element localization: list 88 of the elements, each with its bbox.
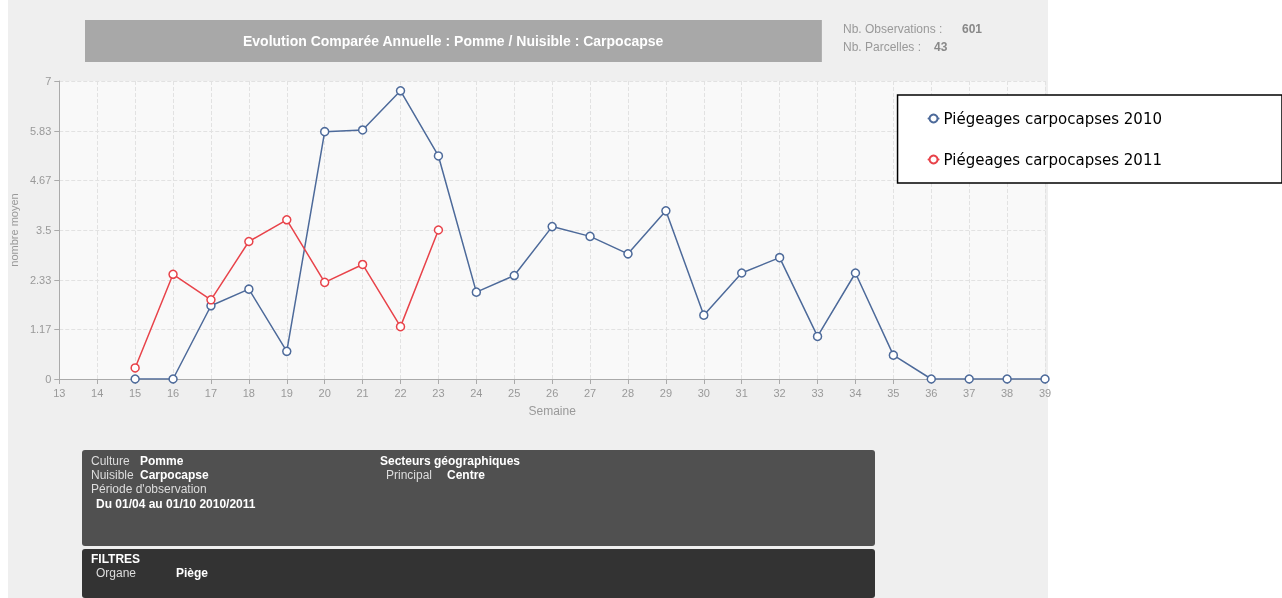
y-tick-label: 2.33 [29, 273, 52, 286]
point [433, 225, 444, 235]
text: 601 [962, 22, 983, 36]
y-tick-label: 5.83 [29, 124, 52, 137]
text: Nb. Observations : [843, 22, 943, 36]
point [736, 268, 747, 278]
x-tick-label: 22 [394, 386, 407, 399]
text: Nb. Parcelles : [843, 40, 922, 54]
x-tick-label: 20 [318, 386, 331, 399]
y-axis-title: nombre moyen [7, 193, 20, 267]
x-tick-label: 21 [356, 386, 369, 399]
point [395, 321, 406, 332]
point [433, 151, 444, 161]
legend-label: Piégeages carpocapses 2010 [943, 109, 1162, 128]
point [282, 346, 292, 357]
point [661, 206, 671, 216]
point [774, 252, 785, 263]
point [244, 236, 254, 247]
y-tick-label: 0 [45, 373, 52, 385]
point [471, 287, 482, 297]
point [168, 374, 178, 384]
x-tick-label: 36 [925, 386, 938, 399]
point [244, 284, 254, 294]
point [1040, 374, 1050, 384]
point [282, 215, 292, 225]
x-axis-title: Semaine [528, 404, 577, 418]
x-tick-label: 30 [697, 386, 710, 399]
chart-title: Evolution Comparée Annuelle : Pomme / Nuisible : Carpocapse [243, 33, 664, 49]
x-tick-label: 34 [849, 386, 862, 399]
x-tick-label: 37 [963, 386, 976, 399]
text: 43 [934, 40, 948, 54]
x-tick-label: 14 [91, 386, 104, 399]
x-tick-label: 16 [166, 386, 180, 399]
point [812, 331, 823, 342]
x-tick-label: 23 [432, 386, 445, 399]
point [319, 277, 330, 288]
point [357, 125, 368, 135]
x-tick-label: 18 [242, 386, 255, 399]
point [509, 270, 519, 281]
point [623, 249, 633, 259]
x-tick-label: 13 [53, 386, 66, 399]
x-tick-label: 35 [887, 386, 900, 399]
point [395, 86, 406, 96]
text: Centre [447, 468, 486, 482]
x-tick-label: 31 [735, 386, 748, 399]
text: Nuisible [91, 468, 134, 482]
point [585, 231, 595, 242]
x-tick-label: 33 [811, 386, 824, 399]
point [850, 268, 861, 278]
text: Piège [176, 566, 209, 580]
x-tick-label: 19 [280, 386, 293, 399]
text: Culture [91, 454, 130, 468]
x-tick-label: 26 [546, 386, 559, 399]
legend-label: Piégeages carpocapses 2011 [943, 150, 1162, 169]
x-tick-label: 29 [659, 386, 673, 399]
point [699, 310, 709, 320]
text: FILTRES [91, 552, 141, 566]
text: Période d'observation [91, 482, 207, 496]
y-tick-label: 7 [45, 75, 52, 87]
point [130, 363, 140, 373]
text: Organe [96, 566, 137, 580]
x-tick-label: 27 [583, 386, 597, 399]
x-tick-label: 39 [1038, 386, 1052, 399]
x-tick-label: 38 [1000, 386, 1014, 399]
y-tick-label: 3.5 [36, 224, 52, 236]
x-tick-label: 28 [621, 386, 635, 399]
point [1002, 374, 1012, 384]
text: Du 01/04 au 01/10 2010/2011 [96, 497, 256, 511]
point [130, 374, 140, 384]
point [926, 374, 937, 384]
x-tick-label: 24 [470, 386, 483, 399]
x-tick-label: 32 [773, 386, 786, 399]
point [888, 350, 899, 360]
point [168, 269, 178, 280]
point [964, 374, 974, 384]
point [206, 295, 216, 305]
text: Principal [386, 468, 433, 482]
point [547, 221, 557, 232]
point [319, 126, 330, 137]
x-tick-label: 25 [508, 386, 521, 399]
text: Secteurs géographiques [380, 454, 521, 468]
point [357, 259, 368, 270]
text: Pomme [140, 454, 184, 468]
x-tick-label: 17 [204, 386, 218, 399]
x-tick-label: 15 [129, 386, 142, 399]
y-tick-label: 1.17 [29, 323, 52, 336]
y-tick-label: 4.67 [29, 174, 52, 187]
text: Carpocapse [140, 468, 209, 482]
